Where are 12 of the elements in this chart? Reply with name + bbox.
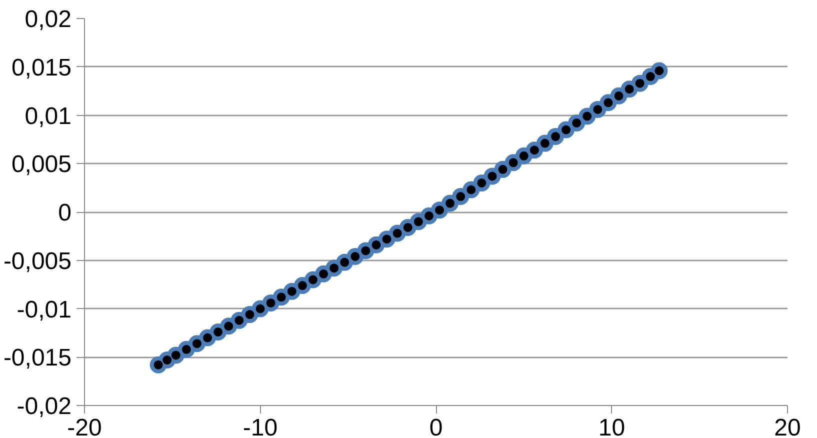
x-tick-label: 10 bbox=[598, 414, 626, 438]
y-tick-label: 0,015 bbox=[11, 54, 72, 82]
y-tick-label: 0,005 bbox=[11, 151, 72, 178]
x-tick-label: -10 bbox=[242, 414, 278, 438]
y-tick-label: 0,01 bbox=[24, 102, 72, 130]
y-tick-label: 0 bbox=[58, 200, 72, 226]
y-tick-label: -0,015 bbox=[3, 344, 72, 372]
y-tick-label: -0,01 bbox=[16, 296, 72, 324]
x-tick-label: 0 bbox=[429, 414, 443, 438]
y-tick-label: 0,02 bbox=[24, 6, 72, 33]
x-tick-label: 20 bbox=[774, 414, 801, 438]
y-tick-label: -0,005 bbox=[3, 248, 72, 275]
